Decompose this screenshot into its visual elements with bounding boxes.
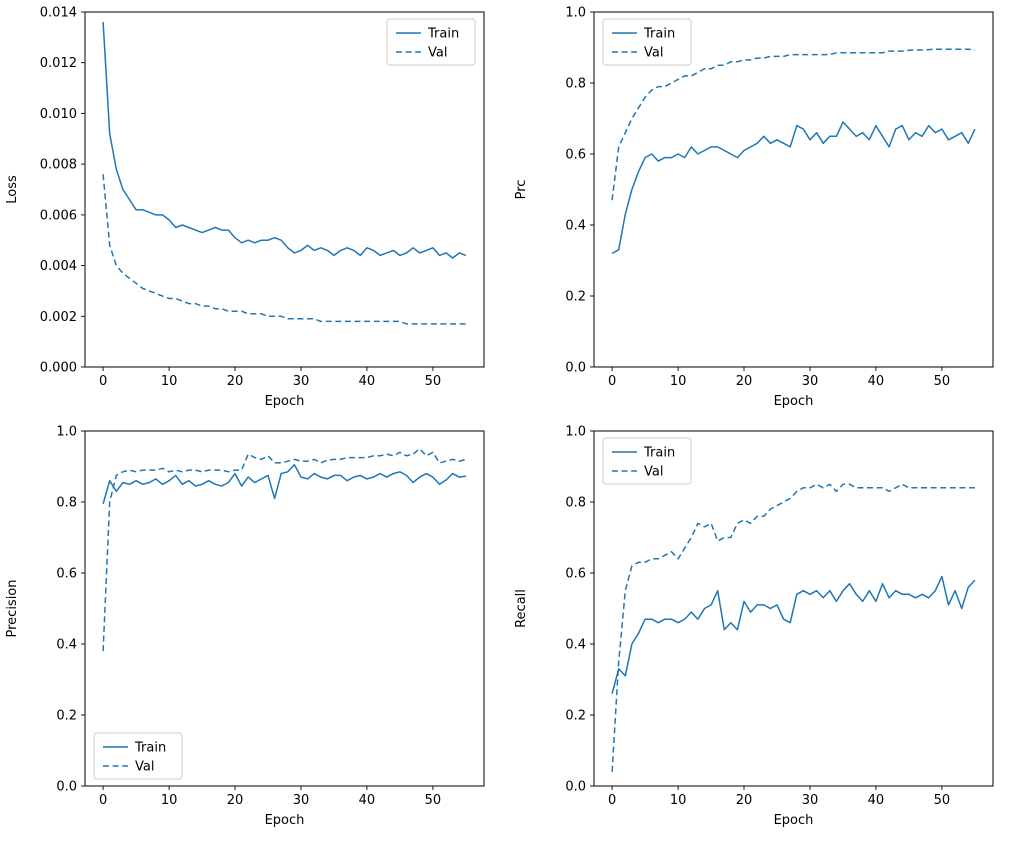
x-tick-label: 0 xyxy=(608,793,616,808)
y-tick-label: 0.010 xyxy=(40,107,77,122)
y-tick-label: 0.000 xyxy=(40,361,77,376)
y-tick-label: 0.002 xyxy=(40,310,77,325)
y-tick-label: 0.0 xyxy=(56,780,77,795)
x-axis-label: Epoch xyxy=(265,394,305,409)
legend-box xyxy=(602,18,692,66)
legend: Train Val xyxy=(602,437,692,485)
y-tick-label: 0.8 xyxy=(565,496,586,511)
x-tick-label: 30 xyxy=(802,793,819,808)
legend-train-label: Train xyxy=(427,27,459,42)
x-tick-label: 10 xyxy=(670,374,687,389)
x-axis-label: Epoch xyxy=(774,394,814,409)
y-tick-label: 1.0 xyxy=(565,6,586,21)
legend: Train Val xyxy=(602,18,692,66)
legend-val-label: Val xyxy=(644,465,663,480)
legend-box xyxy=(386,18,476,66)
y-tick-label: 0.014 xyxy=(40,6,77,21)
y-tick-label: 0.006 xyxy=(40,208,77,223)
x-axis-label: Epoch xyxy=(774,813,814,828)
train-line xyxy=(611,121,976,255)
y-tick-label: 0.2 xyxy=(56,709,77,724)
y-tick-label: 0.4 xyxy=(565,219,586,234)
legend-train-label: Train xyxy=(134,741,166,756)
y-axis-label: Precision xyxy=(5,579,20,637)
legend: Train Val xyxy=(386,18,476,66)
val-line xyxy=(611,48,975,201)
y-tick-label: 0.008 xyxy=(40,158,77,173)
y-axis-label: Prc xyxy=(514,180,529,200)
x-tick-label: 0 xyxy=(608,374,616,389)
plot-border xyxy=(84,430,485,787)
recall-chart: 0 10 20 30 40 50 0.0 0.2 0.4 0.6 0.8 1.0 Epoch Recall… xyxy=(509,419,1018,838)
x-tick-label: 0 xyxy=(99,374,107,389)
y-tick-label: 0.6 xyxy=(565,148,586,163)
x-tick-label: 40 xyxy=(868,374,885,389)
y-tick-label: 0.8 xyxy=(56,496,77,511)
y-tick-label: 0.012 xyxy=(40,56,77,71)
x-tick-label: 50 xyxy=(425,374,442,389)
x-tick-label: 50 xyxy=(425,793,442,808)
y-tick-label: 1.0 xyxy=(565,425,586,440)
x-tick-label: 30 xyxy=(802,374,819,389)
x-tick-label: 20 xyxy=(736,793,753,808)
x-tick-label: 0 xyxy=(99,793,107,808)
val-line xyxy=(611,483,975,772)
recall-chart-svg: 0 10 20 30 40 50 0.0 0.2 0.4 0.6 0.8 1.0 Epoch Recall… xyxy=(514,425,994,828)
x-tick-label: 30 xyxy=(293,374,310,389)
legend-val-label: Val xyxy=(644,46,663,61)
y-tick-label: 0.004 xyxy=(40,259,77,274)
precision-chart-svg: 0 10 20 30 40 50 0.0 0.2 0.4 0.6 0.8 1.0 Epoch Precis… xyxy=(5,425,485,828)
val-line xyxy=(102,448,467,652)
x-tick-label: 50 xyxy=(934,374,951,389)
legend-val-label: Val xyxy=(135,760,154,775)
precision-chart: 0 10 20 30 40 50 0.0 0.2 0.4 0.6 0.8 1.0 Epoch Precis… xyxy=(0,419,509,838)
x-tick-label: 50 xyxy=(934,793,951,808)
x-tick-label: 20 xyxy=(227,793,244,808)
plot-border xyxy=(593,11,994,368)
x-tick-label: 20 xyxy=(227,374,244,389)
y-axis-label: Loss xyxy=(5,175,20,204)
legend-box xyxy=(602,437,692,485)
x-tick-label: 40 xyxy=(359,374,376,389)
train-line xyxy=(102,463,467,505)
val-line xyxy=(102,174,466,325)
y-tick-label: 0.8 xyxy=(565,77,586,92)
prc-chart: 0 10 20 30 40 50 0.0 0.2 0.4 0.6 0.8 1.0 Epoch Prc Tra… xyxy=(509,0,1018,419)
legend-box xyxy=(93,732,183,780)
x-tick-label: 40 xyxy=(359,793,376,808)
train-line xyxy=(611,575,976,694)
x-axis-label: Epoch xyxy=(265,813,305,828)
x-tick-label: 10 xyxy=(161,374,178,389)
x-tick-label: 10 xyxy=(161,793,178,808)
plot-border xyxy=(593,430,994,787)
y-tick-label: 0.2 xyxy=(565,709,586,724)
y-tick-label: 0.4 xyxy=(565,638,586,653)
loss-chart: 0 10 20 30 40 50 0.000 0.002 0.004 0.006 0.008 0.01… xyxy=(0,0,509,419)
y-tick-label: 1.0 xyxy=(56,425,77,440)
y-tick-label: 0.2 xyxy=(565,290,586,305)
legend-train-label: Train xyxy=(643,27,675,42)
y-tick-label: 0.6 xyxy=(56,567,77,582)
x-tick-label: 10 xyxy=(670,793,687,808)
x-tick-label: 40 xyxy=(868,793,885,808)
prc-chart-svg: 0 10 20 30 40 50 0.0 0.2 0.4 0.6 0.8 1.0 Epoch Prc Tra… xyxy=(514,6,994,409)
loss-chart-svg: 0 10 20 30 40 50 0.000 0.002 0.004 0.006 0.008 0.01… xyxy=(5,6,485,409)
plot-border xyxy=(84,11,485,368)
legend-val-label: Val xyxy=(428,46,447,61)
y-tick-label: 0.0 xyxy=(565,361,586,376)
train-line xyxy=(102,22,467,259)
y-axis-label: Recall xyxy=(514,589,529,628)
y-tick-label: 0.6 xyxy=(565,567,586,582)
x-tick-label: 20 xyxy=(736,374,753,389)
y-tick-label: 0.0 xyxy=(565,780,586,795)
y-tick-label: 0.4 xyxy=(56,638,77,653)
legend-train-label: Train xyxy=(643,446,675,461)
x-tick-label: 30 xyxy=(293,793,310,808)
legend: Train Val xyxy=(93,732,183,780)
